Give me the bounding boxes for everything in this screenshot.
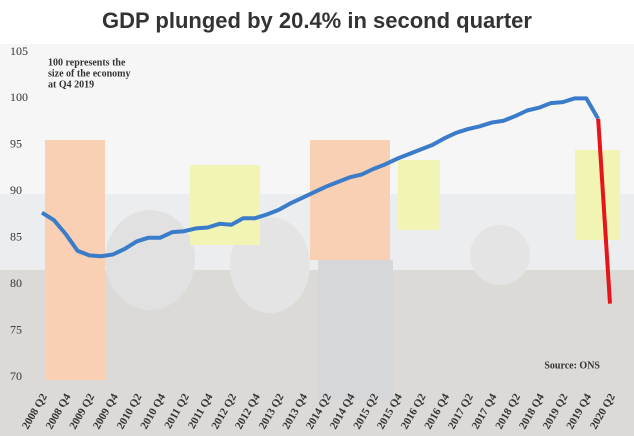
source: Source: ONS — [544, 360, 600, 371]
y-tick-label: 100 — [10, 90, 28, 104]
y-tick-label: 105 — [10, 44, 28, 58]
y-tick-label: 70 — [10, 369, 22, 383]
annotation: at Q4 2019 — [48, 79, 94, 90]
y-tick-label: 75 — [10, 322, 22, 336]
annotation: size of the economy — [48, 68, 130, 79]
line-series — [596, 118, 612, 304]
y-tick-label: 80 — [10, 276, 22, 290]
y-tick-label: 95 — [10, 137, 22, 151]
y-tick-label: 90 — [10, 183, 22, 197]
annotation: 100 represents the — [48, 57, 126, 68]
y-tick-label: 85 — [10, 229, 22, 243]
chart-title: GDP plunged by 20.4% in second quarter — [102, 8, 532, 33]
line-series — [40, 96, 600, 259]
photo-background — [0, 44, 634, 436]
